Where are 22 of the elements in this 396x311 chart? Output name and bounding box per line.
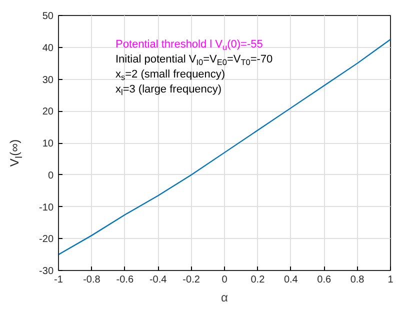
x-tick-label: -0.6 — [116, 274, 134, 286]
x-tick-label: -0.8 — [83, 274, 101, 286]
x-tick-label: 0.6 — [317, 274, 332, 286]
x-tick-label: 1 — [388, 274, 394, 286]
y-tick-label: 30 — [42, 74, 54, 86]
y-tick-label: 10 — [42, 138, 54, 150]
x-tick-label: 0.2 — [250, 274, 266, 286]
x-axis-title: α — [221, 290, 228, 304]
x-tick-label: -0.4 — [149, 274, 168, 286]
x-tick-label: 0 — [222, 274, 228, 286]
x-tick-label: -1 — [54, 274, 64, 286]
y-tick-label: -10 — [39, 202, 54, 214]
y-tick-label: 40 — [42, 42, 54, 54]
y-tick-label: 20 — [42, 106, 54, 118]
x-tick-label: 0.8 — [350, 274, 365, 286]
y-tick-label: 0 — [48, 170, 54, 182]
y-tick-label: 50 — [42, 11, 54, 22]
y-tick-label: -30 — [39, 266, 54, 277]
x-tick-label: 0.4 — [284, 274, 298, 286]
line-series — [58, 38, 390, 256]
x-tick-label: -0.2 — [182, 274, 200, 286]
y-tick-label: -20 — [39, 234, 54, 246]
